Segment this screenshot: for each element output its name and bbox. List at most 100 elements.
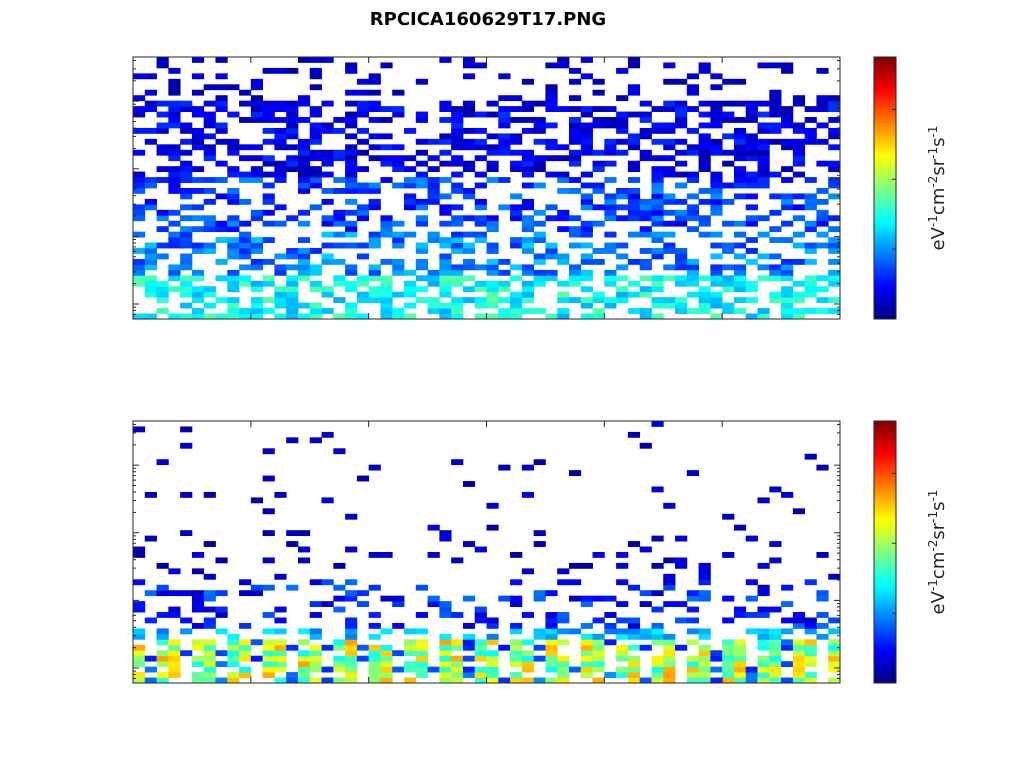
- heatmap-cell: [580, 633, 593, 640]
- heatmap-cell: [710, 666, 723, 673]
- colorbar-segment: [874, 279, 896, 284]
- heatmap-cell: [498, 133, 511, 140]
- heatmap-cell: [651, 166, 664, 173]
- heatmap-cell: [757, 308, 770, 314]
- heatmap-cell: [781, 491, 794, 498]
- heatmap-cell: [345, 286, 358, 293]
- heatmap-cell: [239, 264, 252, 271]
- heatmap-cell: [168, 661, 181, 668]
- heatmap-cell: [239, 144, 252, 151]
- heatmap-cell: [757, 253, 770, 260]
- heatmap-cell: [227, 308, 240, 314]
- heatmap-cell: [710, 73, 723, 80]
- heatmap-cell: [592, 617, 605, 624]
- colorbar-segment: [874, 57, 896, 61]
- heatmap-cell: [580, 138, 593, 145]
- unit-exponent: -2: [926, 540, 940, 552]
- heatmap-cell: [792, 95, 806, 102]
- heatmap-cell: [686, 308, 699, 314]
- heatmap-cell: [686, 280, 699, 287]
- heatmap-cell: [545, 617, 558, 624]
- heatmap-cell: [698, 100, 711, 107]
- heatmap-cell: [486, 297, 499, 304]
- heatmap-cell: [698, 275, 711, 282]
- heatmap-cell: [521, 182, 535, 189]
- heatmap-cell: [250, 248, 264, 254]
- heatmap-cell: [521, 248, 535, 254]
- heatmap-cell: [627, 655, 641, 662]
- heatmap-cell: [451, 144, 464, 151]
- heatmap-cell: [580, 275, 593, 282]
- heatmap-cell: [262, 100, 275, 107]
- heatmap-cell: [521, 491, 535, 498]
- heatmap-cell: [804, 639, 817, 646]
- heatmap-cell: [533, 231, 546, 238]
- heatmap-cell: [557, 579, 570, 586]
- heatmap-cell: [333, 188, 346, 194]
- heatmap-cell: [474, 182, 487, 189]
- heatmap-cell: [604, 177, 617, 183]
- heatmap-cell: [474, 672, 487, 678]
- heatmap-cell: [356, 313, 370, 320]
- heatmap-cell: [663, 193, 676, 200]
- unit-exponent: -2: [926, 176, 940, 188]
- heatmap-cell: [804, 138, 817, 145]
- heatmap-cell: [510, 193, 523, 200]
- heatmap-cell: [368, 584, 381, 591]
- colorbar-segment: [874, 679, 896, 684]
- heatmap-cell: [333, 220, 346, 227]
- heatmap-cell: [144, 590, 157, 597]
- heatmap-cell: [191, 89, 205, 96]
- heatmap-cell: [462, 62, 476, 69]
- heatmap-cell: [698, 286, 711, 293]
- heatmap-cell: [557, 568, 570, 575]
- heatmap-cell: [392, 308, 405, 314]
- heatmap-cell: [474, 138, 487, 145]
- heatmap-cell: [297, 177, 311, 183]
- heatmap-cell: [698, 655, 711, 662]
- heatmap-cell: [133, 95, 146, 102]
- heatmap-cell: [733, 171, 747, 178]
- heatmap-cell: [686, 89, 699, 96]
- heatmap-cell: [639, 226, 652, 233]
- colorbar-segment: [874, 506, 896, 510]
- heatmap-cell: [733, 242, 747, 249]
- heatmap-cell: [274, 302, 287, 309]
- heatmap-cell: [486, 280, 499, 287]
- heatmap-cell: [368, 644, 381, 651]
- heatmap-cell: [133, 177, 146, 183]
- heatmap-cell: [297, 546, 311, 553]
- heatmap-cell: [521, 220, 535, 227]
- heatmap-cell: [180, 530, 193, 537]
- heatmap-cell: [439, 209, 452, 216]
- colorbar-segment: [874, 460, 896, 465]
- heatmap-cell: [639, 546, 652, 553]
- heatmap-cell: [745, 149, 758, 156]
- heatmap-cell: [451, 242, 464, 249]
- heatmap-cell: [545, 650, 558, 657]
- heatmap-cell: [486, 264, 499, 271]
- heatmap-cell: [816, 95, 829, 102]
- heatmap-cell: [262, 650, 275, 657]
- heatmap-cell: [356, 291, 370, 298]
- colorbar-segment: [874, 253, 896, 258]
- heatmap-cell: [521, 464, 535, 471]
- heatmap-cell: [663, 166, 676, 173]
- heatmap-cell: [557, 313, 570, 320]
- colorbar-segment: [874, 633, 896, 638]
- heatmap-cell: [451, 237, 464, 243]
- heatmap-cell: [710, 242, 723, 249]
- colorbar-segment: [874, 591, 896, 596]
- unit-exponent: -1: [926, 490, 940, 502]
- heatmap-cell: [781, 122, 794, 129]
- heatmap-cell: [168, 231, 181, 238]
- heatmap-cell: [592, 182, 605, 189]
- heatmap-cell: [227, 313, 240, 320]
- heatmap-cell: [404, 302, 417, 309]
- heatmap-cell: [462, 655, 476, 662]
- heatmap-cell: [404, 650, 417, 657]
- heatmap-cell: [415, 650, 428, 657]
- heatmap-cell: [191, 622, 205, 629]
- heatmap-cell: [368, 237, 381, 243]
- heatmap-cell: [309, 127, 322, 134]
